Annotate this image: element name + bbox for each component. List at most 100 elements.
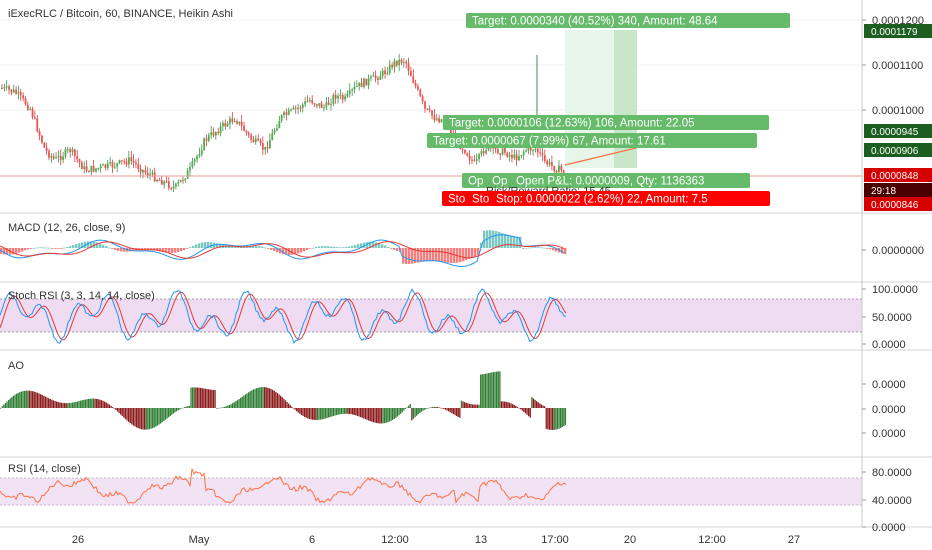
candle-body [508,154,511,157]
ao-bar [35,392,37,408]
ao-bar [379,408,381,424]
macd-bar [282,248,285,255]
candle-body [179,179,182,183]
ao-bar [387,408,389,423]
ao-bar [20,391,23,408]
macd-bar [552,248,555,251]
ao-bar [504,401,506,408]
candle-body [200,150,203,155]
macd-bar [333,246,336,248]
candle-body [163,181,166,185]
ao-bar [268,388,271,408]
macd-bar [234,247,237,248]
ao-bar [172,408,175,414]
rsi-band [0,478,862,505]
ao-bar [544,406,546,408]
ao-bar [529,408,531,418]
ao-bar [228,404,231,408]
ao-bar [478,404,480,408]
candle-body [120,160,123,162]
rsi-pane[interactable]: RSI (14, close) [0,463,862,506]
ao-bar [176,408,178,412]
macd-bar [111,248,114,249]
macd-bar [141,248,144,250]
candle-body [344,96,346,100]
ao-bar [438,407,440,408]
ao-bar [291,406,293,408]
candle-body [252,139,255,143]
ao-bar [198,387,200,408]
ao-bar [171,408,173,415]
macd-bar [120,248,123,252]
ao-bar [388,408,391,422]
ao-bar [318,408,320,420]
price-tag-bg [864,183,932,197]
macd-bar [537,247,540,248]
macd-bar [309,248,312,249]
candle-body [431,110,433,116]
ao-bar [417,408,419,415]
ao-bar [73,402,75,408]
price-axis[interactable]: 0.00012000.00011000.00010000.0000000100.… [862,15,932,534]
ao-bar [105,402,107,408]
ao-pane[interactable]: AO [0,360,567,430]
trade-label-bg [466,191,492,206]
macd-bar [531,247,534,249]
ao-bar [337,408,339,415]
ao-bar [30,390,32,408]
macd-bar [108,247,111,249]
candle-body [332,94,335,104]
macd-bar [123,248,126,252]
ao-bar [537,402,539,408]
time-axis[interactable]: 26 May 6 12:00 13 17:00 20 12:00 27 [72,534,800,546]
macd-bar [63,247,66,249]
ao-bar [374,408,376,423]
macd-bar [204,242,207,248]
ao-bar [62,402,64,408]
heikin-ashi-candles [1,53,565,193]
candle-body [402,61,405,63]
candle-body [106,163,109,168]
ao-bar [296,408,298,412]
macd-bar [417,248,420,263]
ao-bar [51,399,53,408]
candle-body [346,93,349,97]
candle-body [170,187,173,189]
macd-bar [510,235,513,248]
ao-bar [376,408,378,424]
macd-bar [219,244,222,248]
macd-bar [132,248,135,252]
ao-bar [16,393,18,408]
ao-bar [184,407,186,408]
candle-body [184,178,187,181]
ao-bar [302,408,304,416]
ao-bar [382,408,384,424]
candle-body [393,60,396,68]
ao-bar [313,408,315,420]
trade-label: Stop: 0.0000022 (2.62%) 22, Amount: 7.5 [496,194,708,206]
price-tag-bg [864,143,932,157]
candle-body [341,95,344,100]
ao-bar [99,399,101,408]
macd-bar [507,234,510,248]
macd-bar [51,248,54,249]
macd-bar [24,248,27,251]
ao-bar [192,387,194,408]
price-axis-tick: 80.0000 [872,467,912,479]
candle-body [45,147,48,151]
ao-bar [148,408,151,430]
ao-bar [156,408,159,426]
stoch-rsi-pane[interactable]: Stoch RSI (3, 3, 14, 14, close) [0,288,862,345]
macd-pane[interactable]: MACD (12, 26, close, 9) [0,222,567,267]
ao-bar [49,398,51,408]
trade-label: Target: 0.0000340 (40.52%) 340, Amount: … [472,16,718,28]
candle-body [205,138,208,141]
ao-bar [452,408,455,415]
ao-bar [110,405,112,408]
candle-body [412,76,415,83]
macd-bar [72,245,75,248]
ao-bar [155,408,157,427]
candle-body [113,166,116,168]
price-pane[interactable]: Target: 0.0000340 (40.52%) 340, Amount: … [0,8,862,206]
